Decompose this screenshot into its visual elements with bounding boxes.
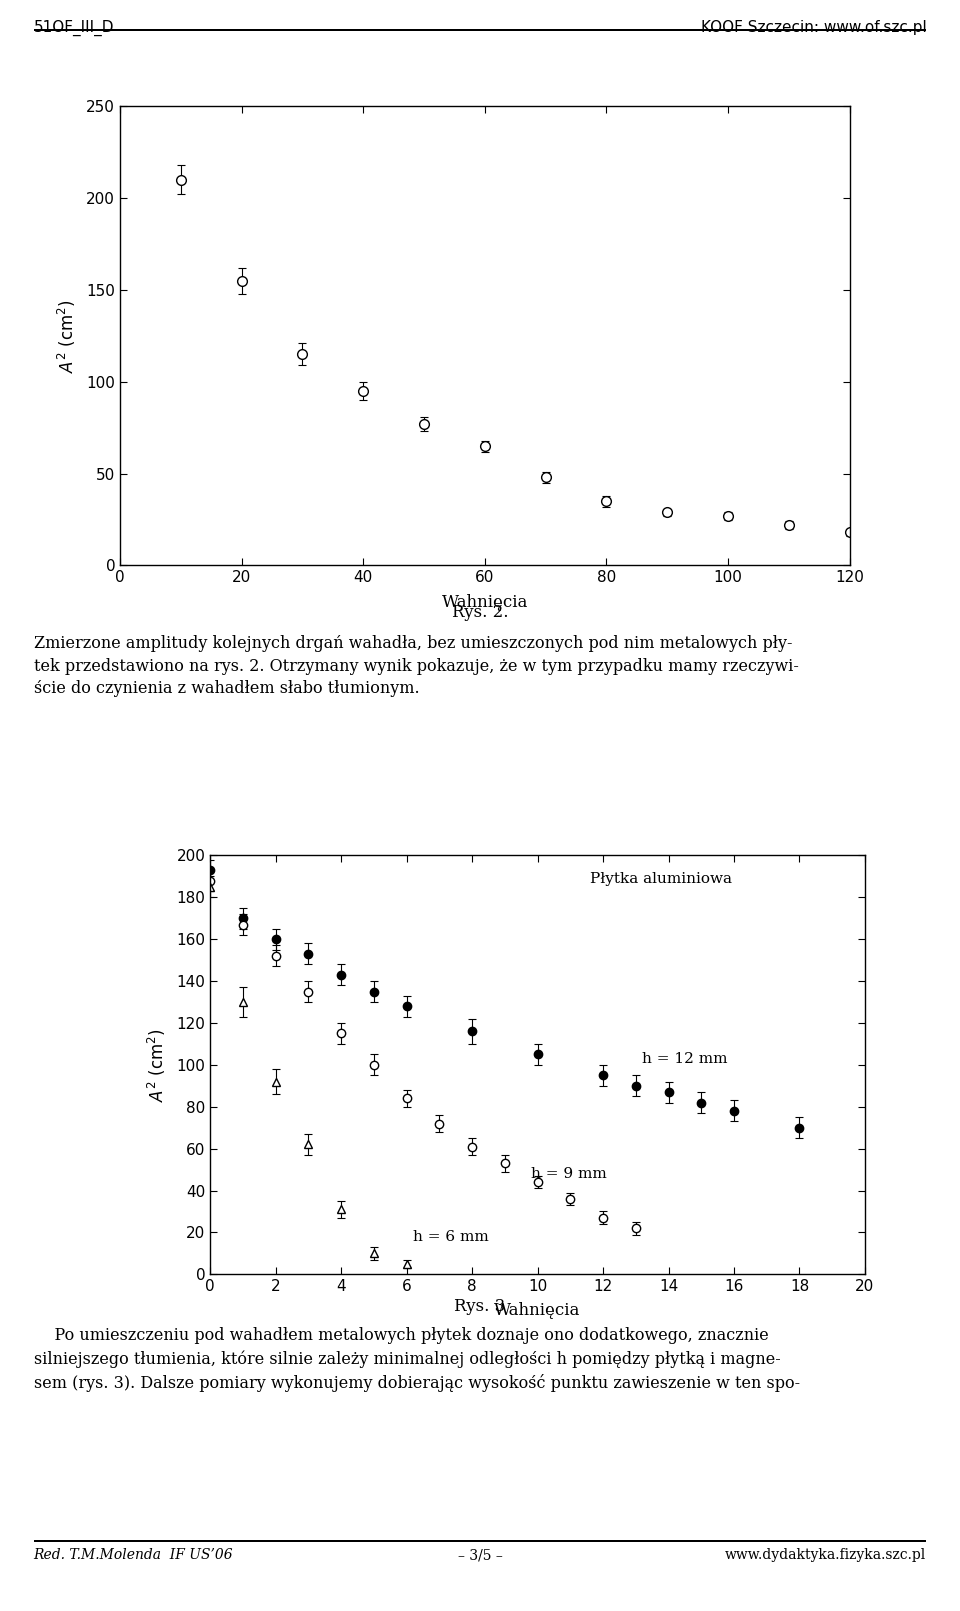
Text: Zmierzone amplitudy kolejnych drgań wahadła, bez umieszczonych pod nim metalowyc: Zmierzone amplitudy kolejnych drgań waha…	[34, 635, 799, 698]
Text: Płytka aluminiowa: Płytka aluminiowa	[590, 872, 732, 886]
X-axis label: Wahnięcia: Wahnięcia	[442, 594, 528, 611]
Text: Red. T.M.Molenda  IF US’06: Red. T.M.Molenda IF US’06	[34, 1548, 233, 1563]
Text: Po umieszczeniu pod wahadłem metalowych płytek doznaje ono dodatkowego, znacznie: Po umieszczeniu pod wahadłem metalowych …	[34, 1327, 800, 1392]
Text: www.dydaktyka.fizyka.szc.pl: www.dydaktyka.fizyka.szc.pl	[725, 1548, 926, 1563]
Text: – 3/5 –: – 3/5 –	[458, 1548, 502, 1563]
Text: KOOF Szczecin: www.of.szc.pl: KOOF Szczecin: www.of.szc.pl	[701, 19, 926, 35]
Text: h = 9 mm: h = 9 mm	[531, 1166, 607, 1181]
Y-axis label: $A^2\ \rm{(cm^2)}$: $A^2\ \rm{(cm^2)}$	[146, 1028, 168, 1102]
Text: Rys. 2.: Rys. 2.	[452, 604, 508, 622]
Y-axis label: $A^2\ \rm{(cm^2)}$: $A^2\ \rm{(cm^2)}$	[56, 300, 78, 372]
Text: Rys. 3: Rys. 3	[454, 1298, 506, 1316]
Text: 51OF_III_D: 51OF_III_D	[34, 19, 114, 37]
Text: h = 12 mm: h = 12 mm	[642, 1052, 728, 1065]
X-axis label: Wahnięcia: Wahnięcia	[494, 1303, 581, 1319]
Text: h = 6 mm: h = 6 mm	[413, 1229, 489, 1244]
